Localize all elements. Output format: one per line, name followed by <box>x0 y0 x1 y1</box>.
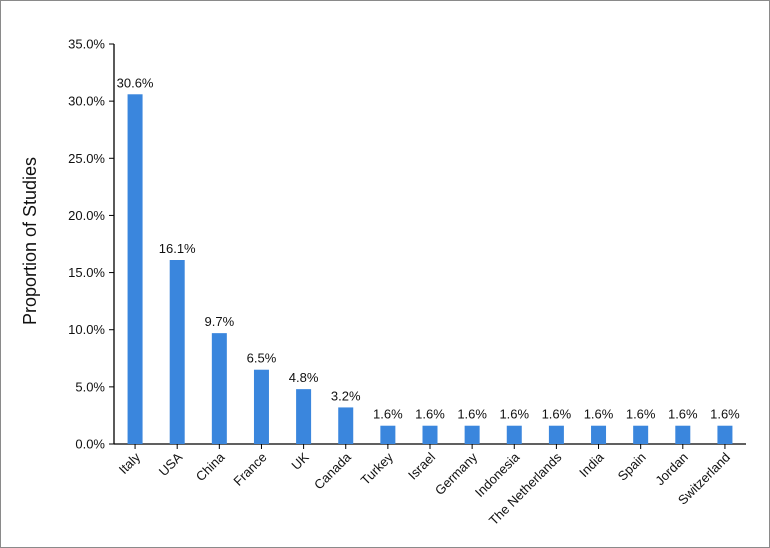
bar <box>464 425 480 444</box>
data-label: 1.6% <box>415 407 445 422</box>
category-label: Jordan <box>652 450 691 489</box>
y-tick-label: 0.0% <box>75 437 105 452</box>
category-label: India <box>576 449 607 480</box>
data-label: 4.8% <box>289 370 319 385</box>
bar <box>591 425 607 444</box>
y-tick-label: 10.0% <box>68 322 105 337</box>
y-tick-label: 20.0% <box>68 208 105 223</box>
data-label: 1.6% <box>457 407 487 422</box>
bar <box>422 425 438 444</box>
category-labels: Italy USA China France UK Canada Turkey IsraelG… <box>116 449 733 528</box>
bar <box>506 425 522 444</box>
category-label: USA <box>156 449 186 479</box>
data-label: 9.7% <box>205 314 235 329</box>
bar <box>296 389 312 444</box>
y-tick-label: 5.0% <box>75 379 105 394</box>
bar <box>211 333 227 444</box>
bar <box>169 260 185 444</box>
y-tick-label: 35.0% <box>68 37 105 52</box>
data-label: 6.5% <box>247 351 277 366</box>
category-label: China <box>193 449 228 484</box>
y-tick-label: 15.0% <box>68 265 105 280</box>
bar <box>548 425 564 444</box>
data-label: 3.2% <box>331 388 361 403</box>
bars <box>127 94 733 445</box>
y-tick-label: 25.0% <box>68 151 105 166</box>
y-axis-label: Proportion of Studies <box>20 157 40 325</box>
category-label: Italy <box>116 449 144 477</box>
data-label: 1.6% <box>584 407 614 422</box>
category-label: Spain <box>615 450 649 484</box>
data-label: 1.6% <box>710 407 740 422</box>
data-label: 30.6% <box>117 75 154 90</box>
category-label: France <box>230 450 269 489</box>
data-label: 16.1% <box>159 241 196 256</box>
data-label: 1.6% <box>626 407 656 422</box>
category-label: UK <box>288 449 312 473</box>
y-tick-label: 30.0% <box>68 94 105 109</box>
bar <box>253 369 269 444</box>
bar <box>338 407 354 444</box>
bar <box>717 425 733 444</box>
category-label: Canada <box>311 449 354 492</box>
bar <box>127 94 143 445</box>
bar <box>380 425 396 444</box>
data-label: 1.6% <box>542 407 572 422</box>
data-labels: 30.6% 16.1% 9.7% 6.5% 4.8% 3.2% 1.6% 1.6% 1.6% 1.… <box>117 75 741 421</box>
category-label: Turkey <box>358 449 397 488</box>
data-label: 1.6% <box>499 407 529 422</box>
category-label: Israel <box>405 449 438 482</box>
bar <box>633 425 649 444</box>
bar <box>675 425 691 444</box>
data-label: 1.6% <box>373 407 403 422</box>
data-label: 1.6% <box>668 407 698 422</box>
category-label: The Netherlands <box>486 449 565 528</box>
